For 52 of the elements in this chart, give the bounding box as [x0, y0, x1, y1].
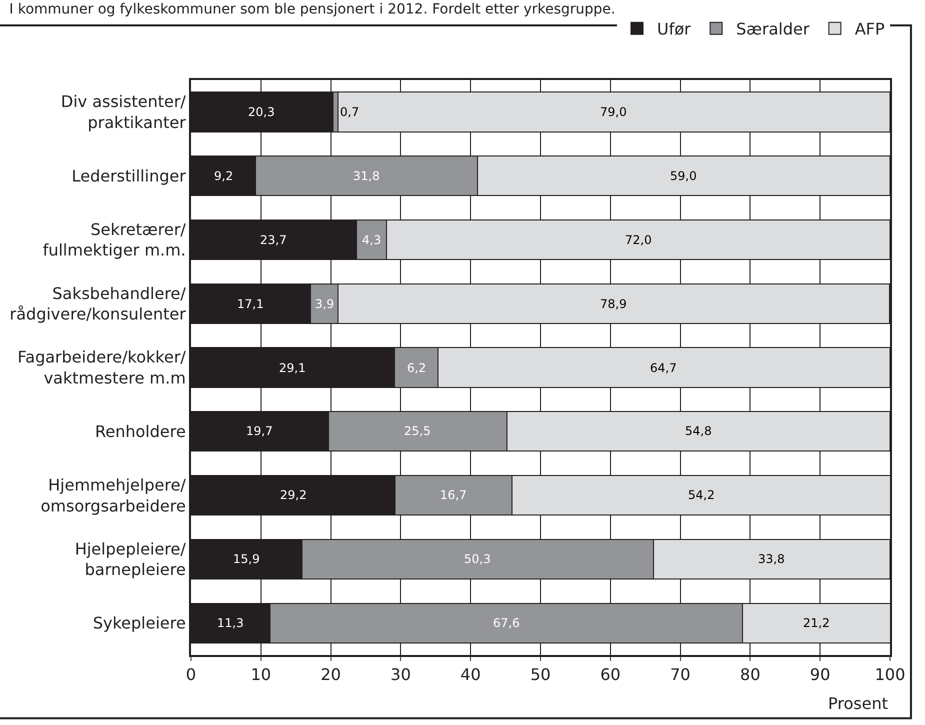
data-label: 31,8 — [353, 169, 380, 183]
data-label: 23,7 — [260, 233, 287, 247]
data-label: 6,2 — [407, 361, 426, 375]
y-tick-label: Hjelpepleiere/ barnepleiere — [74, 539, 186, 580]
x-tick-label: 0 — [186, 665, 196, 684]
data-label: 17,1 — [237, 297, 264, 311]
y-tick-label: Div assistenter/ praktikanter — [60, 92, 186, 132]
y-tick-label: Hjemmehjelpere/ omsorgsarbeidere — [40, 475, 186, 516]
data-label: 25,5 — [404, 424, 431, 438]
y-tick-label: Fagarbeidere/kokker/ vaktmestere m.m — [18, 348, 186, 388]
data-label: 54,2 — [688, 488, 715, 502]
x-tick-label: 80 — [740, 665, 760, 684]
data-label: 29,2 — [280, 488, 307, 502]
data-label: 0,7 — [340, 105, 360, 119]
y-tick-label: Sekretærer/ fullmektiger m.m. — [42, 220, 186, 260]
data-label: 20,3 — [248, 105, 275, 119]
legend-label: Ufør — [657, 20, 692, 39]
data-label: 11,3 — [217, 616, 244, 630]
x-tick-label: 30 — [390, 665, 411, 684]
data-label: 33,8 — [758, 552, 785, 566]
data-label: 59,0 — [670, 169, 697, 183]
y-tick-label: Sykepleiere — [92, 614, 186, 633]
data-label: 15,9 — [233, 552, 260, 566]
x-tick-label: 100 — [874, 665, 906, 684]
data-label: 54,8 — [685, 424, 712, 438]
y-tick-label: Renholdere — [94, 422, 186, 441]
x-tick-label: 40 — [460, 665, 481, 684]
legend-label: AFP — [854, 20, 885, 39]
data-label: 50,3 — [464, 552, 491, 566]
x-tick-label: 20 — [320, 665, 341, 684]
data-label: 4,3 — [362, 233, 382, 247]
data-label: 64,7 — [650, 361, 677, 375]
data-label: 9,2 — [214, 169, 234, 183]
data-label: 79,0 — [600, 105, 627, 119]
x-tick-label: 90 — [810, 665, 830, 684]
data-label: 19,7 — [246, 424, 273, 438]
legend-label: Særalder — [736, 20, 810, 39]
data-label: 72,0 — [625, 233, 652, 247]
data-label: 21,2 — [803, 616, 830, 630]
data-label: 67,6 — [493, 616, 520, 630]
x-tick-label: 10 — [250, 665, 272, 684]
data-label: 78,9 — [600, 297, 627, 311]
x-tick-label: 70 — [670, 665, 690, 684]
data-label: 29,1 — [279, 361, 306, 375]
y-tick-label: Saksbehandlere/ rådgivere/konsulenter — [10, 284, 186, 324]
y-tick-label: Lederstillinger — [72, 166, 186, 186]
data-label: 16,7 — [440, 488, 467, 502]
x-tick-label: 60 — [600, 665, 621, 684]
x-axis-title: Prosent — [828, 694, 888, 713]
x-tick-label: 50 — [530, 665, 551, 684]
data-label: 3,9 — [315, 297, 334, 311]
chart-title: I kommuner og fylkeskommuner som ble pensjonert i 2012. Fordelt etter yrkesgruppe. — [9, 1, 616, 18]
